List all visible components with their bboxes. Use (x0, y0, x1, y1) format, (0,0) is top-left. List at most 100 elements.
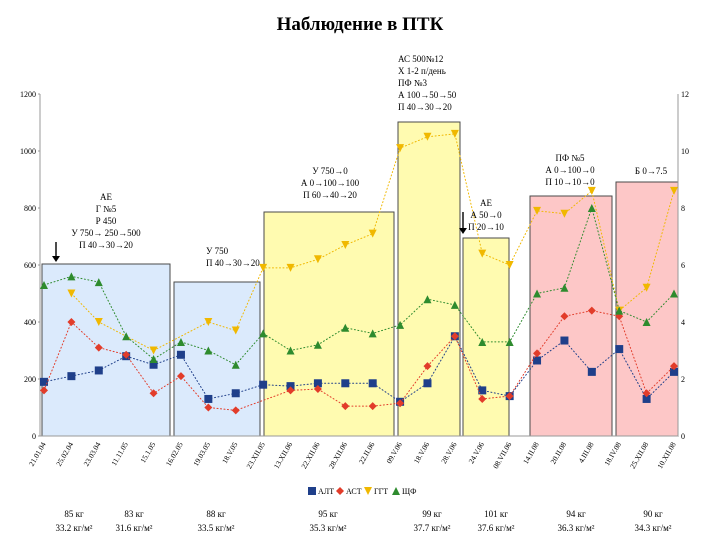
footer-bmi: 35.3 кг/м² (310, 523, 347, 533)
x-tick-group: 23.03.04 (82, 440, 103, 467)
x-tick-label: 14.II.08 (521, 440, 541, 465)
data-point (396, 320, 405, 329)
data-point (670, 186, 678, 195)
x-tick-label: 25.02.04 (54, 440, 75, 467)
footer-weight: 95 кг (318, 509, 338, 519)
x-tick-group: 14.II.08 (521, 440, 541, 465)
x-tick-label: 18.IV.08 (602, 440, 623, 467)
annotation-line: Г №5 (96, 204, 117, 214)
footer-weight: 88 кг (206, 509, 226, 519)
x-tick-label: 28.V.06 (439, 440, 459, 465)
data-point (396, 144, 405, 153)
data-point (149, 346, 158, 355)
annotation-line: П 40→30→20 (206, 258, 260, 268)
data-point (670, 367, 678, 376)
data-point (341, 379, 350, 388)
data-point (259, 329, 268, 338)
footer-bmi: 34.3 кг/м² (635, 523, 672, 533)
footer-weight: 94 кг (566, 509, 586, 519)
data-point (341, 323, 350, 332)
data-point (533, 289, 542, 298)
x-tick-group: 23.XII.05 (244, 440, 266, 470)
x-tick-label: 09.V.06 (384, 440, 404, 465)
data-point (40, 377, 48, 386)
data-point (94, 366, 103, 375)
data-point (423, 132, 432, 141)
annotation-line: ПФ №3 (398, 78, 427, 88)
data-point (259, 263, 268, 272)
legend-label: ГГТ (374, 487, 388, 496)
x-tick-label: 22.XII.06 (299, 440, 321, 470)
data-point (94, 278, 103, 287)
y-tick-right: 6 (681, 261, 685, 270)
data-point (286, 346, 295, 355)
x-tick-group: 25.02.04 (54, 440, 75, 467)
legend-marker (364, 487, 372, 495)
chart-title: Наблюдение в ПТК (276, 14, 444, 35)
period-box (173, 281, 261, 437)
annotation-line: АЕ (480, 198, 492, 208)
x-tick-label: 16.02.05 (164, 440, 185, 467)
data-point (478, 386, 487, 395)
annotation-line: А 100→50→50 (398, 90, 457, 100)
footer-weight: 90 кг (643, 509, 663, 519)
annotation-line: Х 1-2 п/день (398, 66, 446, 76)
footer-bmi: 31.6 кг/м² (116, 523, 153, 533)
footer-bmi: 33.5 кг/м² (198, 523, 235, 533)
annotation-line: ПФ №5 (556, 153, 585, 163)
data-point (505, 261, 514, 269)
arrow-head (52, 256, 60, 262)
y-tick-left: 1000 (20, 147, 36, 156)
x-tick-group: 21.01.04 (27, 440, 48, 467)
x-tick-label: 11.11.05 (109, 440, 130, 467)
y-tick-right: 10 (681, 147, 689, 156)
data-point (533, 206, 542, 215)
annotation-line: У 750 (206, 246, 229, 256)
data-point (423, 295, 432, 304)
data-point (231, 406, 240, 415)
legend-label: АЛТ (318, 487, 334, 496)
data-point (423, 362, 432, 371)
data-point (670, 289, 678, 298)
data-point (313, 255, 322, 264)
annotation-line: Р 450 (96, 216, 117, 226)
legend-label: АСТ (346, 487, 362, 496)
data-point (231, 360, 240, 369)
x-tick-label: 18.V.05 (220, 440, 240, 465)
x-tick-label: 23.XII.05 (244, 440, 266, 470)
x-tick-label: 20.II.08 (548, 440, 568, 465)
data-point (368, 402, 377, 411)
data-point (615, 345, 624, 354)
data-point (478, 337, 487, 346)
x-tick-group: 09.V.06 (384, 440, 404, 465)
series-line-0 (43, 335, 675, 403)
data-point (587, 306, 596, 315)
data-point (396, 399, 405, 408)
data-point (204, 403, 213, 412)
data-point (368, 379, 377, 388)
data-point (560, 283, 569, 292)
data-point (533, 356, 542, 365)
x-tick-group: 4.III.08 (577, 440, 596, 464)
annotation-line: П 40→30→20 (79, 240, 133, 250)
footer-weight: 83 кг (124, 509, 144, 519)
data-point (204, 394, 213, 403)
x-tick-group: 18.V.05 (220, 440, 240, 465)
x-tick-label: 13.XII.06 (272, 440, 294, 470)
data-point (368, 229, 377, 238)
data-point (204, 318, 213, 326)
data-point (313, 384, 322, 393)
x-tick-label: 18.V.06 (412, 440, 432, 465)
legend-marker (392, 487, 400, 495)
y-tick-right: 0 (681, 432, 685, 441)
x-tick-group: 24.V.06 (467, 440, 487, 465)
x-tick-group: 18.V.06 (412, 440, 432, 465)
x-tick-label: 4.III.08 (577, 440, 596, 464)
annotation-line: У 750→0 (312, 166, 348, 176)
y-tick-left: 0 (32, 432, 36, 441)
data-point (642, 283, 651, 292)
y-tick-right: 4 (681, 318, 685, 327)
data-point (505, 392, 514, 401)
y-tick-left: 600 (24, 261, 36, 270)
data-point (286, 382, 295, 391)
